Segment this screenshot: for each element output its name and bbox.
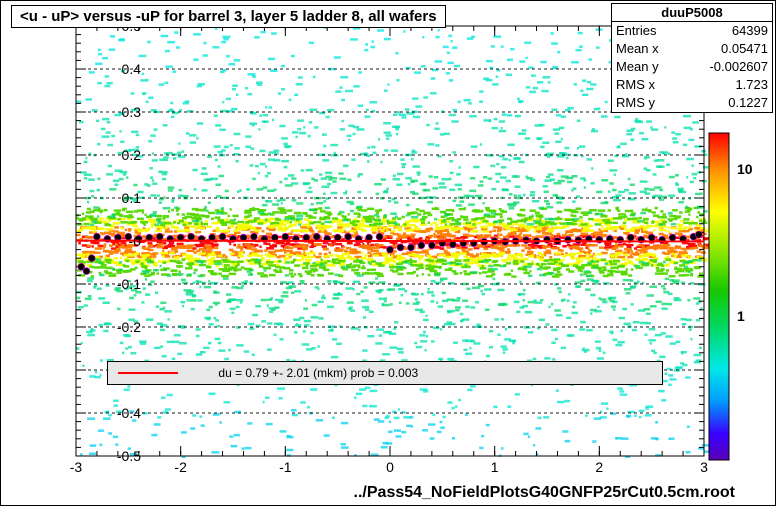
y-tick-label: 0.2 <box>122 147 141 163</box>
z-tick-label: 1 <box>737 308 745 324</box>
y-tick-label: -0.1 <box>117 276 141 292</box>
stats-meanx-value: 0.05471 <box>721 40 768 58</box>
stats-rmsx-row: RMS x 1.723 <box>612 76 772 94</box>
stats-rmsy-label: RMS y <box>616 94 655 112</box>
x-tick-label: 1 <box>491 459 499 475</box>
stats-rmsx-label: RMS x <box>616 76 655 94</box>
stats-rmsy-row: RMS y 0.1227 <box>612 94 772 112</box>
plot-title: <u - uP> versus -uP for barrel 3, layer … <box>11 5 446 28</box>
stats-meany-row: Mean y -0.002607 <box>612 58 772 76</box>
y-tick-label: 0.4 <box>122 61 141 77</box>
stats-entries-label: Entries <box>616 22 656 40</box>
stats-meany-value: -0.002607 <box>709 58 768 76</box>
fit-legend-line <box>118 372 178 374</box>
y-tick-label: -0.4 <box>117 405 141 421</box>
stats-entries-row: Entries 64399 <box>612 22 772 40</box>
file-path-label: ../Pass54_NoFieldPlotsG40GNFP25rCut0.5cm… <box>354 484 735 502</box>
x-tick-label: 0 <box>386 459 394 475</box>
y-tick-label: -0.2 <box>117 319 141 335</box>
y-tick-label: 0.1 <box>122 190 141 206</box>
root-plot-container: <u - uP> versus -uP for barrel 3, layer … <box>0 0 776 506</box>
x-tick-label: 3 <box>700 459 708 475</box>
y-tick-label: -0 <box>129 233 141 249</box>
y-tick-label: -0.5 <box>117 448 141 464</box>
fit-legend-text: du = 0.79 +- 2.01 (mkm) prob = 0.003 <box>218 366 418 380</box>
stats-histogram-name: duuP5008 <box>612 4 772 22</box>
x-tick-label: 2 <box>595 459 603 475</box>
stats-rmsx-value: 1.723 <box>735 76 768 94</box>
y-tick-label: 0.3 <box>122 104 141 120</box>
stats-entries-value: 64399 <box>732 22 768 40</box>
x-tick-label: -3 <box>70 459 82 475</box>
stats-meany-label: Mean y <box>616 58 659 76</box>
x-tick-label: -1 <box>279 459 291 475</box>
stats-meanx-row: Mean x 0.05471 <box>612 40 772 58</box>
x-tick-label: -2 <box>174 459 186 475</box>
stats-rmsy-value: 0.1227 <box>728 94 768 112</box>
stats-meanx-label: Mean x <box>616 40 659 58</box>
stats-box: duuP5008 Entries 64399 Mean x 0.05471 Me… <box>611 3 773 113</box>
fit-legend-box: du = 0.79 +- 2.01 (mkm) prob = 0.003 <box>107 361 663 385</box>
z-tick-label: 10 <box>737 161 753 177</box>
